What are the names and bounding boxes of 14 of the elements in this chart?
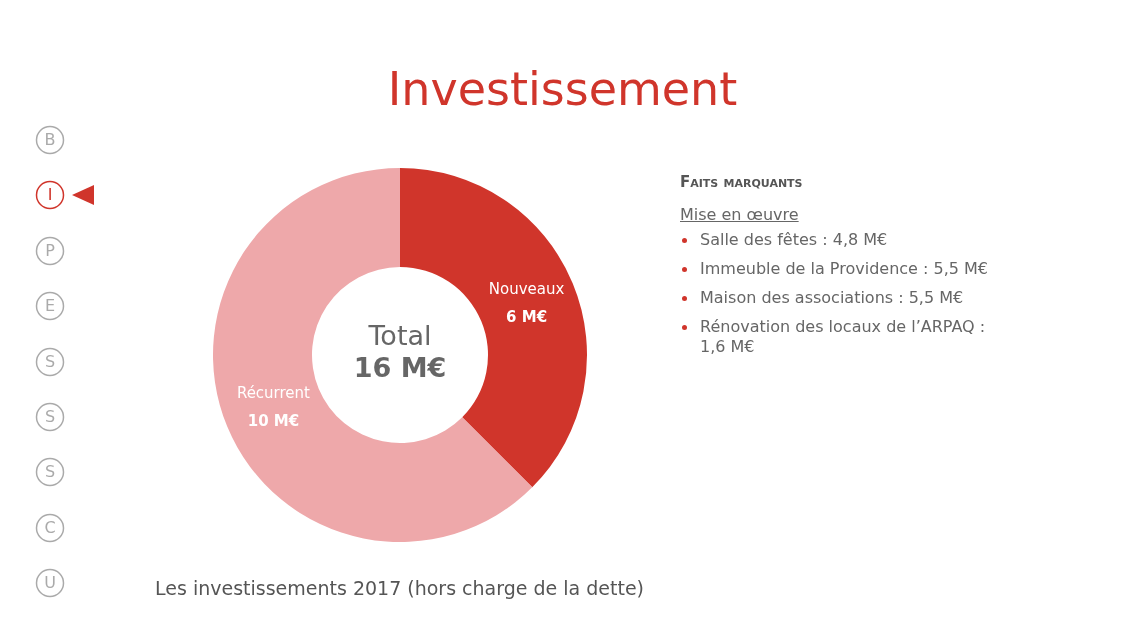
text: Immeuble de la Providence : 5,5 M€ bbox=[700, 259, 989, 279]
data-label: 10 M€ bbox=[247, 412, 300, 431]
text: Maison des associations : 5,5 M€ bbox=[700, 288, 965, 308]
text: Salle des fêtes : 4,8 M€ bbox=[700, 230, 889, 250]
data-label: 6 M€ bbox=[506, 307, 548, 326]
text: Les investissements 2017 (hors charge de la dette) bbox=[155, 577, 644, 599]
text: Faits marquants bbox=[680, 173, 804, 191]
text: Total bbox=[367, 320, 432, 351]
chart-title: Investissement bbox=[386, 62, 739, 116]
text: 16 M€ bbox=[353, 352, 447, 383]
slice-label: Récurrent bbox=[236, 384, 311, 403]
slice-label: Nouveaux bbox=[488, 279, 565, 298]
text: Rénovation des locaux de l’ARPAQ : 1,6 M€ bbox=[700, 317, 987, 357]
text: Mise en œuvre bbox=[680, 205, 800, 224]
